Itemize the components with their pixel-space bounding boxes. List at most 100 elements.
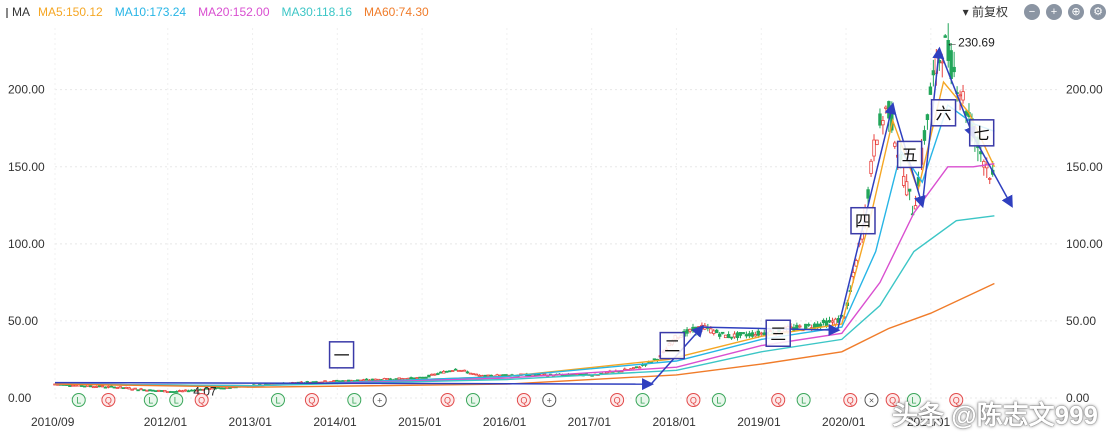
event-marker-label-16: L — [716, 396, 721, 406]
candle-body — [480, 375, 485, 378]
event-marker-3 — [169, 393, 184, 407]
watermark: 头条 @陈志文999 — [892, 400, 1098, 430]
ma-toolbar: MA MA5:150.12 MA10:173.24 MA20:152.00 MA… — [0, 0, 1112, 24]
candle-body — [931, 70, 936, 76]
ma20-readout: MA20:152.00 — [198, 5, 270, 19]
x-tick-1: 2012/01 — [144, 415, 188, 429]
event-marker-9 — [440, 393, 455, 407]
trend-arrow-7 — [972, 135, 1013, 208]
candle-body — [139, 388, 143, 391]
candle-body — [335, 379, 339, 382]
candle-body — [884, 106, 888, 109]
candle-body — [447, 370, 452, 373]
event-marker-label-18: L — [801, 396, 806, 406]
y-tick-left-1: 50.00 — [8, 314, 38, 328]
candle-body — [833, 318, 838, 325]
event-marker-label-11: Q — [520, 396, 527, 406]
candle-body — [222, 387, 226, 390]
candle-body — [163, 389, 167, 393]
candle-body — [171, 391, 176, 393]
chart-grid — [54, 28, 1058, 399]
trend-arrow-0 — [54, 378, 655, 391]
candle-body — [759, 332, 763, 335]
candle-body — [804, 323, 808, 330]
candle-body — [94, 386, 99, 388]
candle-body — [394, 378, 398, 381]
candle-body — [127, 387, 131, 390]
candle-body — [433, 373, 437, 376]
x-tick-7: 2018/01 — [652, 415, 696, 429]
zoom-out-icon[interactable]: − — [1024, 3, 1040, 20]
candle-body — [741, 332, 746, 334]
candle-body — [450, 370, 455, 372]
candle-body — [388, 378, 393, 381]
candle-body — [436, 373, 440, 375]
ma-line-ma20 — [54, 163, 995, 387]
candle-body — [723, 334, 728, 339]
candle-body — [866, 189, 870, 199]
candle-body — [536, 373, 541, 376]
candle-body — [361, 379, 366, 382]
x-tick-0: 2010/09 — [31, 415, 75, 429]
price-adjust-label: 前复权 — [971, 5, 1008, 19]
candle-body — [421, 377, 425, 379]
event-marker-16 — [711, 393, 726, 407]
candle-body — [691, 326, 695, 332]
candle-body — [925, 114, 930, 121]
price-labels: ←230.694.07 — [193, 35, 995, 398]
event-marker-label-0: L — [76, 396, 81, 406]
candle-body — [406, 377, 410, 380]
candle-body — [875, 139, 879, 145]
candle-body — [462, 369, 467, 372]
event-marker-17 — [771, 393, 786, 407]
candle-body — [474, 373, 479, 376]
event-marker-label-1: Q — [105, 396, 112, 406]
candle-body — [121, 387, 125, 390]
event-marker-5 — [270, 393, 285, 407]
event-marker-label-12: + — [547, 396, 552, 406]
event-marker-label-6: Q — [308, 396, 315, 406]
trend-arrow-5 — [921, 46, 945, 206]
candle-body — [85, 384, 90, 387]
settings-icon[interactable]: ⚙ — [1090, 3, 1106, 20]
chart-tools: ▾ 前复权 − + ⊕ ⚙ — [963, 3, 1106, 20]
candle-body — [142, 389, 146, 392]
candle-body — [726, 334, 731, 339]
candle-body — [130, 388, 134, 391]
add-icon[interactable]: ⊕ — [1068, 3, 1084, 20]
y-tick-right-4: 200.00 — [1066, 83, 1103, 97]
candle-body — [738, 332, 743, 336]
candle-body — [807, 324, 811, 326]
candle-body — [830, 320, 835, 323]
candle-body — [821, 319, 826, 324]
candle-body — [216, 387, 220, 389]
candle-body — [225, 387, 229, 389]
zoom-in-icon[interactable]: + — [1046, 3, 1062, 20]
candle-body — [471, 373, 476, 376]
candle-body — [744, 334, 749, 337]
ma60-readout: MA60:74.30 — [364, 5, 429, 19]
candle-body — [332, 380, 336, 382]
candle-body — [430, 373, 434, 376]
candle-body — [818, 323, 823, 328]
price-adjust-dropdown[interactable]: ▾ 前复权 — [962, 5, 1008, 19]
event-marker-22 — [906, 393, 921, 407]
candle-body — [798, 325, 802, 328]
candle-body — [928, 86, 933, 95]
candle-body — [71, 384, 75, 387]
wave-label-3: 三 — [770, 326, 786, 343]
candle-body — [685, 329, 689, 334]
candle-body — [373, 378, 378, 381]
candle-body — [715, 329, 719, 334]
event-marker-12 — [542, 393, 557, 407]
y-tick-left-3: 150.00 — [8, 160, 45, 174]
candle-body — [397, 377, 401, 380]
candle-body — [753, 334, 758, 337]
candle-body — [712, 330, 716, 334]
ma-label[interactable]: MA — [6, 5, 30, 19]
event-marker-8 — [372, 393, 387, 407]
y-tick-left-0: 0.00 — [8, 391, 32, 405]
candle-body — [982, 160, 986, 168]
event-marker-15 — [686, 393, 701, 407]
